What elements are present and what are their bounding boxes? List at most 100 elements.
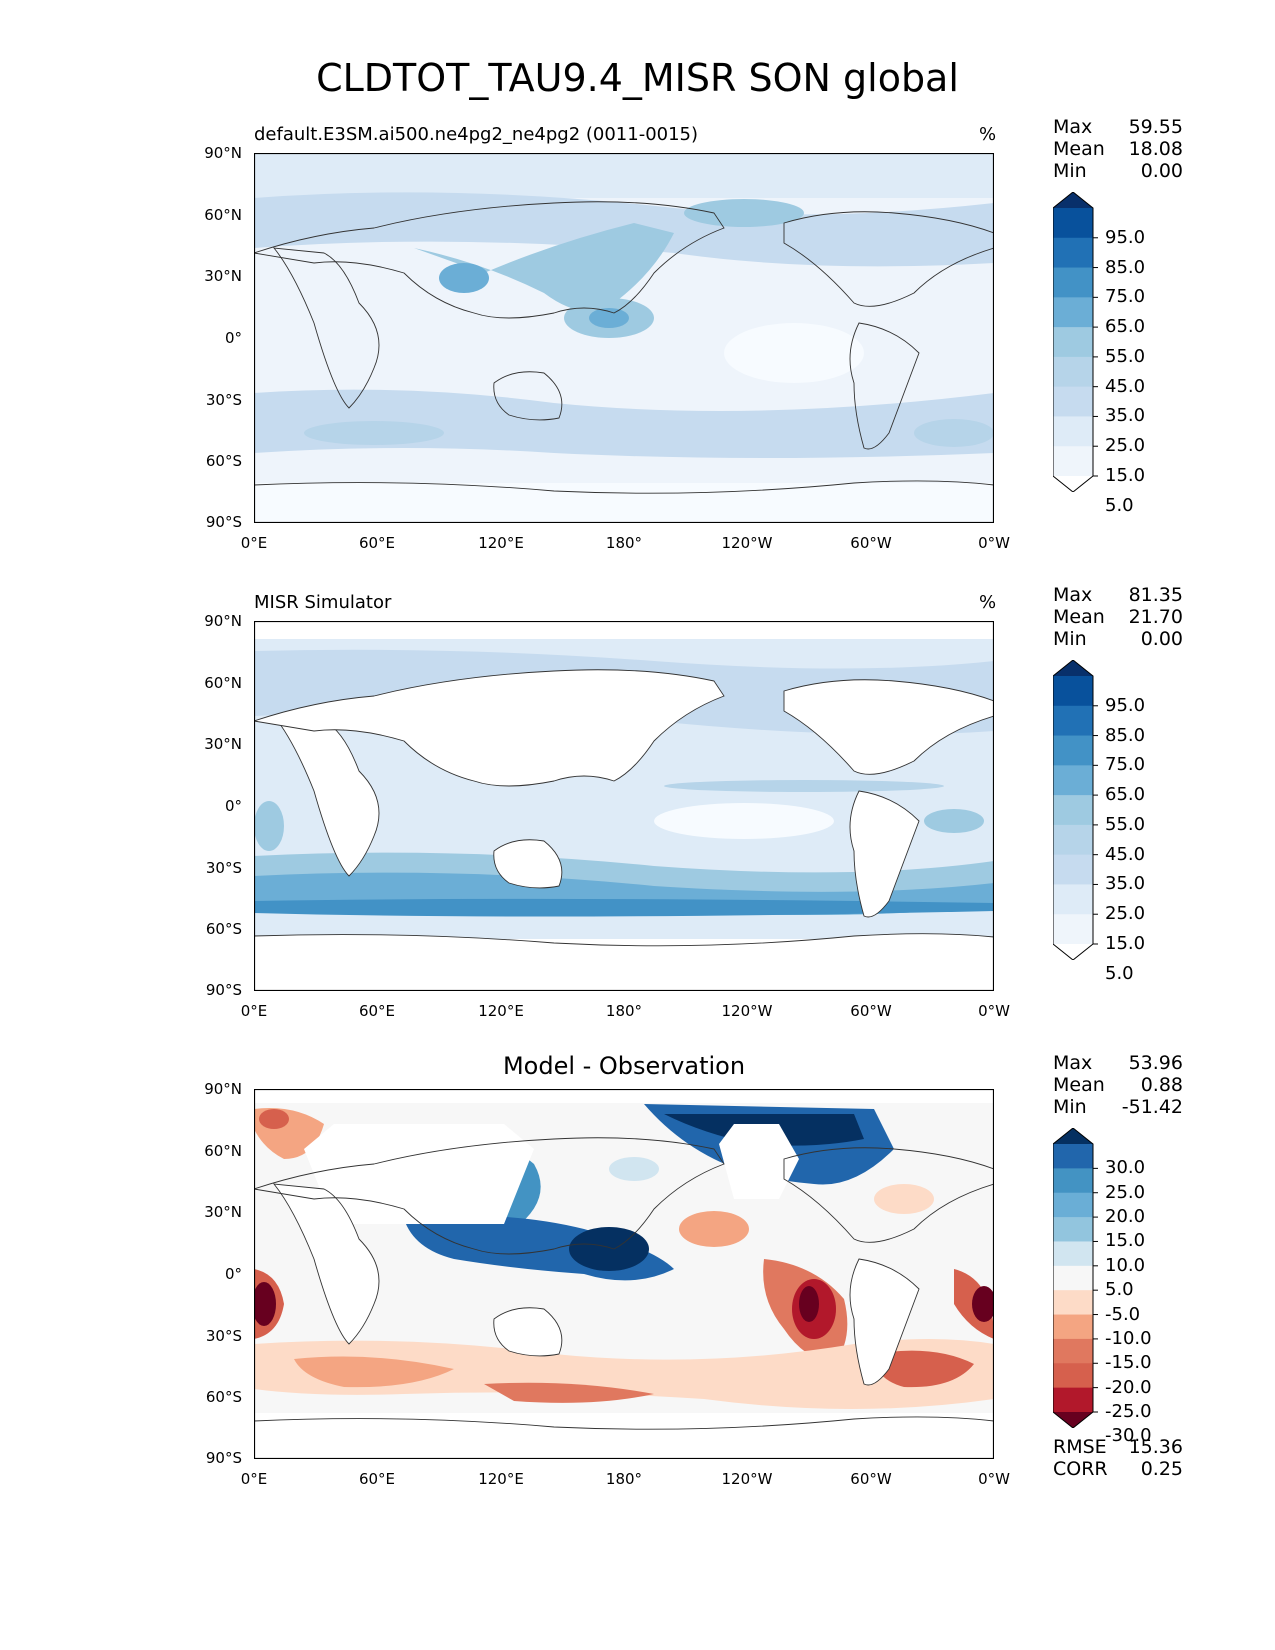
colorbar-segment bbox=[1053, 416, 1093, 447]
stat-rmse-label: RMSE bbox=[1053, 1436, 1107, 1458]
panel-2-xtick-label: 180° bbox=[605, 1002, 643, 1020]
panel-3-ytick-label: 60°S bbox=[205, 1388, 242, 1406]
panel-3-ytick-label: 30°S bbox=[205, 1327, 242, 1345]
panel-1-xtick-label: 60°W bbox=[850, 534, 892, 552]
panel-2-xtick-label: 120°W bbox=[721, 1002, 773, 1020]
colorbar-tick-label: -20.0 bbox=[1105, 1376, 1152, 1398]
colorbar-tick-label: 15.0 bbox=[1105, 933, 1146, 954]
colorbar-extend-top bbox=[1053, 1128, 1093, 1144]
stat-max-label: Max bbox=[1053, 1052, 1093, 1074]
panel-3-colorbar bbox=[1053, 1128, 1098, 1428]
stat-min-value: 0.00 bbox=[1140, 628, 1183, 650]
panel-1-xtick-label: 120°E bbox=[478, 534, 524, 552]
colorbar-segment bbox=[1053, 1314, 1093, 1340]
panel-3-xtick-label: 60°E bbox=[358, 1470, 396, 1488]
colorbar-tick-label: -25.0 bbox=[1105, 1401, 1152, 1422]
stat-mean-value: 0.88 bbox=[1140, 1074, 1183, 1096]
colorbar-segment bbox=[1053, 208, 1093, 239]
panel-1-ytick-label: 60°S bbox=[205, 452, 242, 470]
panel-3-title: Model - Observation bbox=[502, 1052, 746, 1080]
stat-mean-value: 21.70 bbox=[1128, 606, 1183, 628]
panel-1-xtick-label: 0°W bbox=[978, 534, 1010, 552]
panel-2-ytick-label: 0° bbox=[224, 797, 242, 815]
colorbar-segment bbox=[1053, 446, 1093, 477]
panel-2-colorbar bbox=[1053, 660, 1098, 960]
panel-2-units: % bbox=[979, 592, 997, 613]
panel-1-ytick-label: 30°S bbox=[205, 391, 242, 409]
panel-2-xtick-label: 0°E bbox=[240, 1002, 268, 1020]
colorbar-segment bbox=[1053, 1144, 1093, 1169]
panel-2-ytick-label: 90°S bbox=[205, 981, 242, 999]
panel-2-xtick-label: 60°W bbox=[850, 1002, 892, 1020]
panel-3-extra-stats: RMSE 15.36 CORR 0.25 bbox=[1053, 1436, 1183, 1480]
panel-3-ytick-label: 0° bbox=[224, 1265, 242, 1283]
colorbar-segment bbox=[1053, 1192, 1093, 1218]
colorbar-tick-label: 35.0 bbox=[1105, 873, 1146, 895]
colorbar-segment bbox=[1053, 824, 1093, 856]
colorbar-segment bbox=[1053, 386, 1093, 417]
colorbar-segment bbox=[1053, 1217, 1093, 1242]
colorbar-tick-label: 55.0 bbox=[1105, 345, 1146, 367]
panel-2-ytick-label: 60°N bbox=[204, 674, 242, 692]
panel-3-ytick-label: 90°N bbox=[204, 1080, 242, 1098]
panel-2-ytick-label: 60°S bbox=[205, 920, 242, 938]
colorbar-tick-label: 85.0 bbox=[1105, 256, 1146, 278]
panel-1-ytick-label: 0° bbox=[224, 329, 242, 347]
colorbar-tick-label: 15.0 bbox=[1105, 465, 1146, 486]
stat-max-label: Max bbox=[1053, 116, 1093, 138]
panel-3-xtick-label: 0°E bbox=[240, 1470, 268, 1488]
colorbar-tick-label: 5.0 bbox=[1105, 1279, 1134, 1301]
colorbar-segment bbox=[1053, 1387, 1093, 1413]
stat-max-value: 81.35 bbox=[1128, 584, 1183, 606]
colorbar-segment bbox=[1053, 267, 1093, 298]
stat-min-value: 0.00 bbox=[1140, 160, 1183, 182]
stat-rmse-value: 15.36 bbox=[1128, 1436, 1183, 1458]
panel-1-ytick-label: 30°N bbox=[204, 267, 242, 285]
colorbar-tick-label: -10.0 bbox=[1105, 1327, 1152, 1349]
panel-2-xtick-label: 120°E bbox=[478, 1002, 524, 1020]
colorbar-segment bbox=[1053, 1338, 1093, 1364]
panel-1-map-svg bbox=[254, 153, 994, 523]
colorbar-segment bbox=[1053, 884, 1093, 915]
colorbar-tick-label: 75.0 bbox=[1105, 754, 1146, 776]
panel-2-ytick-label: 30°S bbox=[205, 859, 242, 877]
colorbar-tick-label: 35.0 bbox=[1105, 405, 1146, 427]
colorbar-tick-label: 95.0 bbox=[1105, 694, 1146, 716]
panel-2-map bbox=[254, 621, 994, 991]
stat-max-value: 53.96 bbox=[1128, 1052, 1183, 1074]
stat-min-label: Min bbox=[1053, 628, 1087, 650]
panel-3-xtick-label: 180° bbox=[605, 1470, 643, 1488]
panel-1-ytick-label: 90°S bbox=[205, 513, 242, 531]
colorbar-tick-label: -30.0 bbox=[1105, 1425, 1152, 1447]
panel-2-xtick-label: 0°W bbox=[978, 1002, 1010, 1020]
panel-2-ytick-label: 90°N bbox=[204, 612, 242, 630]
stat-min-value: -51.42 bbox=[1121, 1096, 1183, 1118]
stat-corr-label: CORR bbox=[1053, 1458, 1108, 1480]
colorbar-segment bbox=[1053, 1241, 1093, 1267]
panel-3-ytick-label: 60°N bbox=[204, 1142, 242, 1160]
colorbar-segment bbox=[1053, 854, 1093, 885]
panel-1-map bbox=[254, 153, 994, 523]
colorbar-tick-label: 75.0 bbox=[1105, 286, 1146, 308]
colorbar-segment bbox=[1053, 735, 1093, 766]
colorbar-segment bbox=[1053, 795, 1093, 826]
panel-2-stats: Max 81.35 Mean 21.70 Min 0.00 bbox=[1053, 584, 1183, 650]
panel-2-map-svg bbox=[254, 621, 994, 991]
colorbar-tick-label: 45.0 bbox=[1105, 375, 1146, 397]
colorbar-tick-label: 55.0 bbox=[1105, 813, 1146, 835]
panel-1-colorbar bbox=[1053, 192, 1098, 492]
stat-corr-value: 0.25 bbox=[1140, 1458, 1183, 1480]
stat-mean-label: Mean bbox=[1053, 138, 1105, 160]
colorbar-tick-label: 25.0 bbox=[1105, 903, 1146, 925]
colorbar-tick-label: 5.0 bbox=[1105, 962, 1134, 984]
colorbar-tick-label: -5.0 bbox=[1105, 1303, 1141, 1325]
colorbar-segment bbox=[1053, 1290, 1093, 1316]
panel-3-stats: Max 53.96 Mean 0.88 Min -51.42 bbox=[1053, 1052, 1183, 1118]
colorbar-tick-label: 95.0 bbox=[1105, 226, 1146, 248]
colorbar-segment bbox=[1053, 237, 1093, 269]
colorbar-segment bbox=[1053, 327, 1093, 358]
panel-3-xtick-label: 60°W bbox=[850, 1470, 892, 1488]
colorbar-segment bbox=[1053, 914, 1093, 945]
colorbar-segment bbox=[1053, 1265, 1093, 1291]
colorbar-segment bbox=[1053, 297, 1093, 328]
